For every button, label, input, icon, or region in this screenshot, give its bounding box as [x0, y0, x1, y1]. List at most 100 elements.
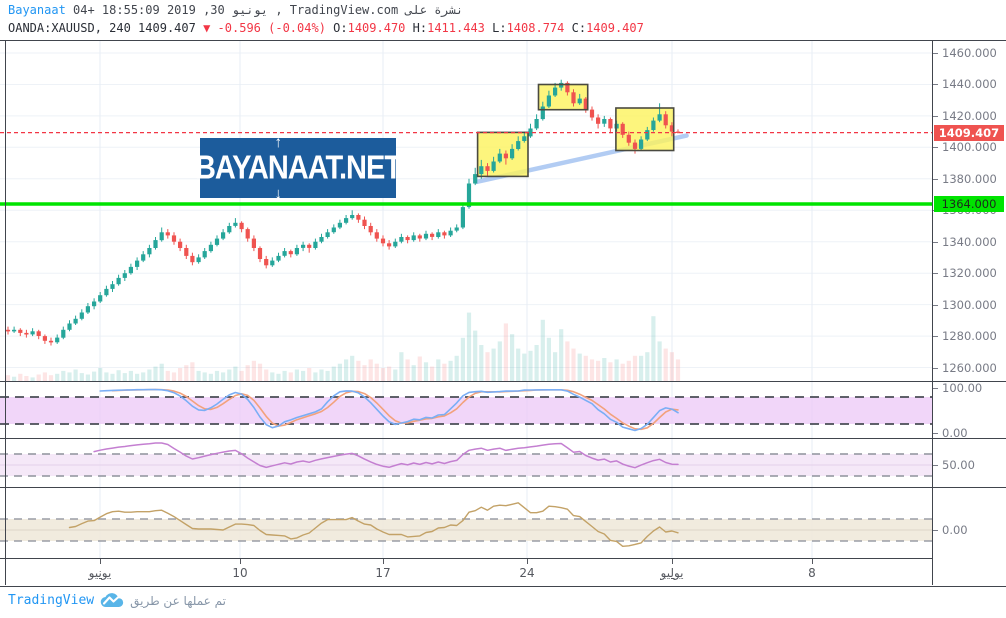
volume-bar [362, 365, 367, 381]
candle [350, 215, 355, 219]
candle [98, 295, 103, 302]
volume-bar [55, 373, 60, 381]
price-tick-label: 1420.000 [942, 109, 997, 123]
candle [171, 235, 177, 242]
volume-bar [288, 372, 293, 381]
price-tick-label: 1400.000 [942, 140, 997, 154]
volume-bar [5, 375, 11, 381]
annotation-box[interactable] [477, 132, 528, 177]
candle [589, 109, 595, 118]
bayanaat-link[interactable]: Bayanaat [8, 3, 66, 17]
volume-bar [128, 370, 133, 381]
volume-bar [528, 350, 533, 381]
header-arabic-prefix: نشرة على [405, 3, 464, 17]
tradingview-logo-icon[interactable] [100, 592, 124, 609]
stochastic-canvas[interactable] [0, 382, 932, 438]
candle [313, 241, 318, 248]
candle [331, 227, 336, 233]
volume-bar [639, 355, 644, 381]
price-scale[interactable]: 1460.000 1440.000 1420.000 1400.000 1380.000… [932, 40, 1006, 585]
candle [540, 106, 545, 120]
pane-separator-1[interactable] [0, 381, 1006, 382]
price-tick [933, 273, 938, 274]
time-tick [100, 559, 101, 564]
volume-bar [301, 370, 306, 381]
volume-bar [430, 366, 435, 381]
pane-separator-2[interactable] [0, 438, 1006, 439]
volume-bar [208, 373, 213, 381]
last-price-badge: 1409.407 [934, 125, 1004, 141]
candle [55, 337, 60, 343]
pane-separator-3[interactable] [0, 487, 1006, 488]
candle [178, 241, 183, 248]
indicator-tick [933, 433, 938, 434]
time-tick [240, 559, 241, 564]
volume-bar [516, 348, 521, 381]
volume-bar [42, 372, 47, 381]
candle [73, 318, 78, 324]
candle [405, 237, 410, 241]
symbol-label[interactable]: OANDA:XAUUSD, 240 1409.407 [8, 21, 196, 35]
candle [669, 125, 674, 132]
header-tradingview-text: , TradingView.com [275, 3, 399, 17]
candle [79, 312, 84, 319]
volume-bar [196, 370, 201, 381]
oscillator-canvas[interactable] [0, 488, 932, 558]
volume-bar [510, 334, 515, 381]
candle [596, 117, 601, 124]
support-level-badge: 1364.000 [934, 196, 1004, 212]
volume-bar [171, 372, 177, 381]
volume-bar [663, 348, 668, 381]
oscillator-pane[interactable] [0, 488, 932, 558]
candle [288, 251, 293, 255]
candle [485, 166, 490, 171]
volume-bar [153, 366, 158, 381]
main-chart-canvas[interactable] [0, 41, 932, 381]
annotation-box[interactable] [538, 84, 588, 110]
volume-bar [344, 359, 349, 381]
volume-bar [337, 363, 342, 381]
indicator-tick-label: 100.00 [942, 381, 983, 395]
candle [362, 219, 367, 226]
candle [319, 237, 324, 242]
volume-bar [368, 359, 373, 381]
candle [276, 255, 281, 261]
stochastic-pane[interactable] [0, 382, 932, 438]
candle [528, 128, 533, 137]
candle [387, 243, 392, 247]
time-tick-label: 17 [375, 566, 391, 580]
price-tick [933, 53, 938, 54]
indicator-tick-label: 0.00 [942, 426, 968, 440]
candle [184, 248, 189, 256]
volume-bar [651, 316, 656, 381]
price-tick [933, 84, 938, 85]
candle [227, 226, 232, 233]
candle [503, 153, 508, 159]
volume-bar [466, 312, 472, 381]
candle [356, 215, 361, 220]
price-tick-label: 1320.000 [942, 266, 997, 280]
price-tick [933, 116, 938, 117]
footer: TradingView تم عملها عن طريق [0, 585, 1006, 618]
volume-bar [620, 363, 625, 381]
low-label: L: [492, 21, 507, 35]
volume-bar [12, 376, 17, 381]
candle [522, 136, 527, 141]
price-tick [933, 147, 938, 148]
candle [104, 288, 109, 296]
candle [663, 114, 668, 126]
tradingview-brand-link[interactable]: TradingView [8, 593, 95, 608]
candle [368, 226, 373, 233]
rsi-pane[interactable] [0, 439, 932, 487]
volume-bar [356, 360, 361, 381]
candle [651, 120, 656, 130]
rsi-canvas[interactable] [0, 439, 932, 487]
volume-bar [257, 363, 263, 381]
candle [159, 232, 164, 241]
close-value: 1409.407 [586, 21, 644, 35]
candle [516, 141, 521, 149]
time-axis[interactable]: يونيو 10 17 24 يوليو 8 [0, 558, 1006, 587]
high-value: 1411.443 [427, 21, 485, 35]
volume-bar [92, 371, 97, 381]
main-price-pane[interactable] [0, 41, 932, 381]
